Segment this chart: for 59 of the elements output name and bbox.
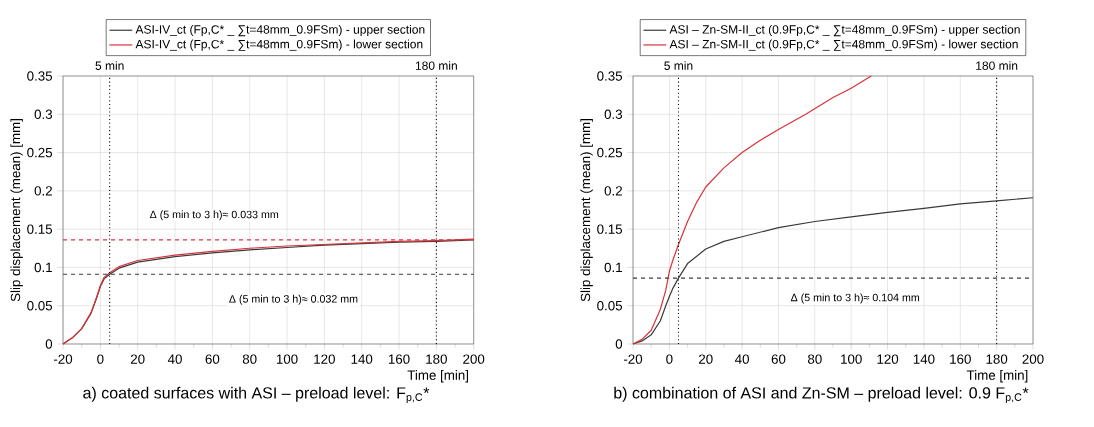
x-axis-title: Time [min]: [407, 370, 469, 383]
x-tick-label: 200: [463, 354, 485, 364]
y-tick-label: 0.3: [604, 109, 623, 119]
y-tick-label: 0: [615, 339, 623, 349]
x-tick-label: 0: [97, 354, 104, 364]
x-tick-label: 140: [913, 354, 935, 364]
ref-line-label: 5 min: [95, 61, 124, 70]
ref-line-label: 180 min: [976, 61, 1018, 70]
line-series: [632, 75, 872, 345]
x-tick-label: 160: [388, 354, 410, 364]
x-tick-label: 20: [130, 354, 145, 364]
x-tick-label: 180: [426, 354, 447, 364]
x-tick-label: 80: [807, 354, 822, 364]
x-tick-label: -20: [53, 354, 73, 364]
x-tick-label: 40: [735, 354, 749, 364]
x-tick-label: 180: [986, 354, 1008, 364]
y-tick-label: 0.25: [597, 147, 623, 158]
y-tick-label: 0.1: [604, 262, 622, 273]
y-axis-title: Slip displacement (mean) [mm]: [10, 119, 23, 302]
x-tick-label: 160: [950, 354, 971, 364]
x-tick-label: 100: [276, 354, 298, 364]
x-tick-label: 140: [351, 354, 373, 364]
annotation: Δ (5 min to 3 h)≈ 0.032 mm: [229, 294, 358, 305]
legend-label: ASI – Zn-SM-II_ct (0.9Fp,C* _ ∑t=48mm_0.9FSm) - upper section: [669, 24, 1020, 37]
legend-label: ASI – Zn-SM-II_ct (0.9Fp,C* _ ∑t=48mm_0.9FSm) - lower section: [669, 39, 1018, 51]
y-tick-label: 0.2: [604, 186, 622, 196]
y-tick-label: 0.15: [597, 224, 623, 234]
y-tick-label: 0.35: [27, 71, 53, 81]
y-tick-label: 0.25: [27, 147, 53, 158]
x-tick-label: 40: [167, 354, 182, 364]
x-tick-label: 60: [205, 354, 220, 364]
y-axis-title: Slip displacement (mean) [mm]: [580, 119, 593, 302]
x-tick-label: 80: [242, 354, 257, 364]
y-tick-label: 0.05: [597, 300, 623, 311]
y-tick-label: 0.2: [34, 186, 52, 196]
ref-line-label: 180 min: [415, 61, 457, 70]
y-tick-label: 0.3: [34, 109, 53, 119]
y-tick-label: 0: [45, 339, 53, 349]
y-tick-label: 0.05: [27, 300, 53, 311]
x-tick-label: 60: [771, 354, 786, 364]
y-tick-label: 0.1: [34, 262, 52, 273]
x-axis-title: Time [min]: [966, 370, 1028, 383]
annotation: Δ (5 min to 3 h)≈ 0.104 mm: [790, 293, 920, 304]
x-tick-label: 120: [877, 354, 899, 364]
legend-label: ASI-IV_ct (Fp,C* _ ∑t=48mm_0.9FSm) - lower section: [135, 39, 423, 51]
y-tick-label: 0.35: [597, 71, 623, 81]
x-tick-label: 20: [698, 354, 713, 364]
line-series: [632, 197, 1034, 345]
text: b) combination of ASI and Zn-SM – preload level: 0.9 F$_{p,C}$*: [614, 386, 1029, 404]
x-tick-label: 120: [314, 354, 335, 364]
x-tick-label: -20: [623, 354, 643, 364]
text: a) coated surfaces with ASI – preload level: F$_{p,C}$*: [83, 386, 430, 404]
annotation: Δ (5 min to 3 h)≈ 0.033 mm: [149, 210, 279, 221]
ref-line-label: 5 min: [664, 61, 693, 70]
x-tick-label: 200: [1022, 354, 1044, 364]
x-tick-label: 0: [666, 354, 673, 364]
x-tick-label: 100: [841, 354, 862, 364]
y-tick-label: 0.15: [27, 224, 53, 234]
legend-label: ASI-IV_ct (Fp,C* _ ∑t=48mm_0.9FSm) - upper section: [135, 24, 425, 37]
